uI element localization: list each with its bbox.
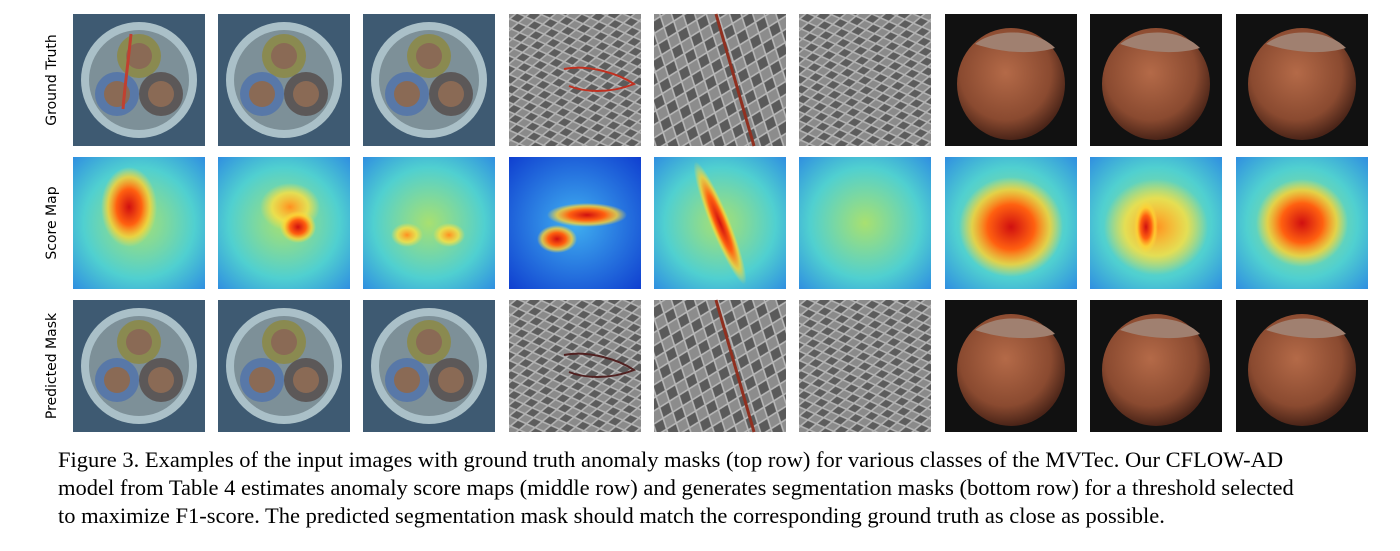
image (654, 299, 786, 433)
image (1236, 157, 1368, 289)
score-blob (959, 177, 1063, 277)
anomaly (121, 33, 133, 110)
wire-core (293, 367, 319, 393)
score-bg (363, 157, 495, 289)
row-label: Predicted Mask (44, 312, 60, 419)
wire-core (126, 329, 152, 355)
image (654, 157, 786, 289)
wire-core (394, 367, 420, 393)
wire-core (148, 367, 174, 393)
score-blob (101, 167, 157, 247)
mesh (509, 300, 641, 432)
score-blob (1256, 179, 1348, 267)
hazelnut (1248, 28, 1356, 140)
image (945, 14, 1077, 146)
score-blob (433, 223, 465, 247)
wire-core (104, 367, 130, 393)
wire-core (249, 367, 275, 393)
wire-core (271, 43, 297, 69)
figure: Ground Truth Score Map Predicted Mask (44, 13, 1368, 433)
image (945, 300, 1077, 432)
image (1236, 14, 1368, 146)
image (1090, 157, 1222, 289)
score-blob (1134, 201, 1158, 253)
image (73, 157, 205, 289)
wire-core (438, 81, 464, 107)
hazelnut (1102, 314, 1210, 426)
score-blob (280, 211, 316, 243)
image (509, 14, 641, 146)
mesh (799, 300, 931, 432)
wire-core (148, 81, 174, 107)
nut-top (1266, 32, 1346, 53)
image (945, 157, 1077, 289)
image (799, 300, 931, 432)
image (363, 14, 495, 146)
anomaly (714, 299, 756, 433)
mesh (654, 14, 786, 146)
image (654, 13, 786, 147)
score-blob (391, 223, 423, 247)
nut-top (975, 318, 1055, 339)
image (73, 300, 205, 432)
image (218, 300, 350, 432)
mesh (509, 14, 641, 146)
wire-core (394, 81, 420, 107)
wire-core (438, 367, 464, 393)
hazelnut (1102, 28, 1210, 140)
score-blob (693, 161, 747, 285)
image (363, 300, 495, 432)
mesh (654, 300, 786, 432)
nut-top (975, 32, 1055, 53)
score-blob (537, 225, 577, 253)
image (218, 14, 350, 146)
image (799, 14, 931, 146)
mesh (799, 14, 931, 146)
score-blob (547, 203, 627, 227)
caption-line: model from Table 4 estimates anomaly sco… (58, 475, 1294, 500)
row-label: Ground Truth (44, 34, 60, 125)
nut-top (1120, 318, 1200, 339)
wire-core (416, 43, 442, 69)
image (1090, 300, 1222, 432)
image (509, 300, 641, 432)
wire-core (293, 81, 319, 107)
wire-core (271, 329, 297, 355)
wire-core (416, 329, 442, 355)
hazelnut (957, 314, 1065, 426)
image (1090, 14, 1222, 146)
image (73, 14, 205, 146)
hazelnut (957, 28, 1065, 140)
image (218, 157, 350, 289)
image (799, 157, 931, 289)
wire-core (249, 81, 275, 107)
nut-top (1120, 32, 1200, 53)
image (363, 157, 495, 289)
nut-top (1266, 318, 1346, 339)
score-bg (799, 157, 931, 289)
anomaly (714, 13, 756, 147)
row-label: Score Map (44, 186, 60, 259)
image (1236, 300, 1368, 432)
hazelnut (1248, 314, 1356, 426)
caption-line: Figure 3. Examples of the input images w… (58, 447, 1284, 472)
anomaly (563, 352, 637, 378)
image (509, 157, 641, 289)
caption-line: to maximize F1-score. The predicted segm… (58, 503, 1165, 528)
wire-core (126, 43, 152, 69)
anomaly (563, 66, 637, 92)
